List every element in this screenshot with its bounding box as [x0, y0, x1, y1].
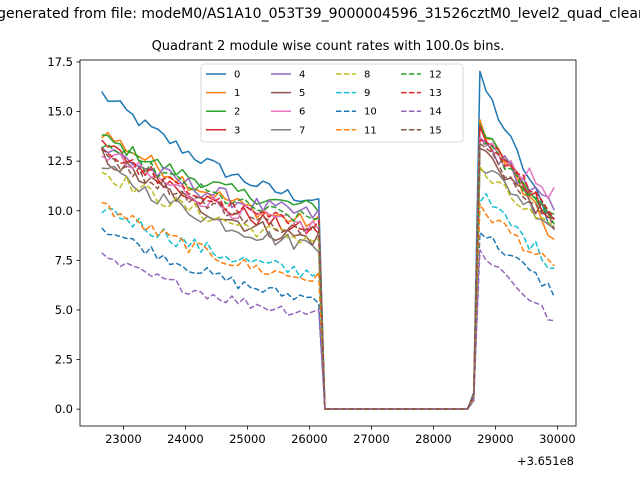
legend-label-11: 11	[364, 125, 377, 136]
legend-label-0: 0	[234, 70, 240, 81]
legend-label-8: 8	[364, 70, 370, 81]
legend-label-9: 9	[364, 88, 370, 99]
legend-label-1: 1	[234, 88, 240, 99]
legend-label-3: 3	[234, 125, 240, 136]
legend-label-12: 12	[429, 70, 442, 81]
axes-layer: 23000 24000 25000 26000 27000 28000 29000 30000…	[47, 55, 577, 468]
x-tick-label: 29000	[477, 432, 514, 446]
axes-frame	[79, 59, 577, 427]
y-tick-label: 2.5	[55, 353, 73, 367]
legend-label-2: 2	[234, 107, 240, 118]
legend-label-13: 13	[429, 88, 442, 99]
series-line-9	[101, 192, 555, 410]
chart-title: Quadrant 2 module wise count rates with …	[152, 39, 505, 54]
figure-suptitle: Plot generated from file: modeM0/AS1A10_…	[0, 6, 640, 22]
y-tick-label: 15.0	[47, 105, 73, 119]
x-tick-label: 28000	[415, 432, 452, 446]
x-tick-label: 24000	[167, 432, 204, 446]
x-offset-label: +3.651e8	[517, 454, 574, 468]
x-tick-label: 27000	[353, 432, 390, 446]
y-tick-label: 10.0	[47, 204, 73, 218]
legend-label-10: 10	[364, 107, 377, 118]
y-tick-label: 0.0	[55, 402, 73, 416]
legend-label-15: 15	[429, 125, 442, 136]
legend-label-5: 5	[299, 88, 305, 99]
x-tick-label: 26000	[291, 432, 328, 446]
y-tick-label: 17.5	[47, 55, 73, 69]
x-tick-label: 23000	[105, 432, 142, 446]
x-tick-label: 30000	[539, 432, 576, 446]
y-tick-label: 12.5	[47, 154, 73, 168]
legend-box	[200, 63, 464, 143]
legend-label-7: 7	[299, 125, 305, 136]
series-line-15	[101, 142, 556, 410]
x-tick-label: 25000	[229, 432, 266, 446]
legend-label-14: 14	[429, 107, 442, 118]
y-tick-label: 7.5	[55, 253, 73, 267]
legend-label-4: 4	[299, 70, 305, 81]
legend-label-6: 6	[299, 107, 305, 118]
y-tick-label: 5.0	[55, 303, 73, 317]
series-layer	[101, 70, 556, 410]
